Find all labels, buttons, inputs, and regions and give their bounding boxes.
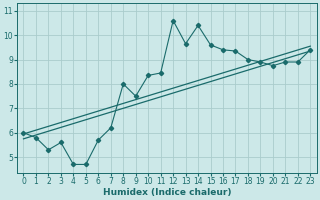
X-axis label: Humidex (Indice chaleur): Humidex (Indice chaleur) — [103, 188, 231, 197]
